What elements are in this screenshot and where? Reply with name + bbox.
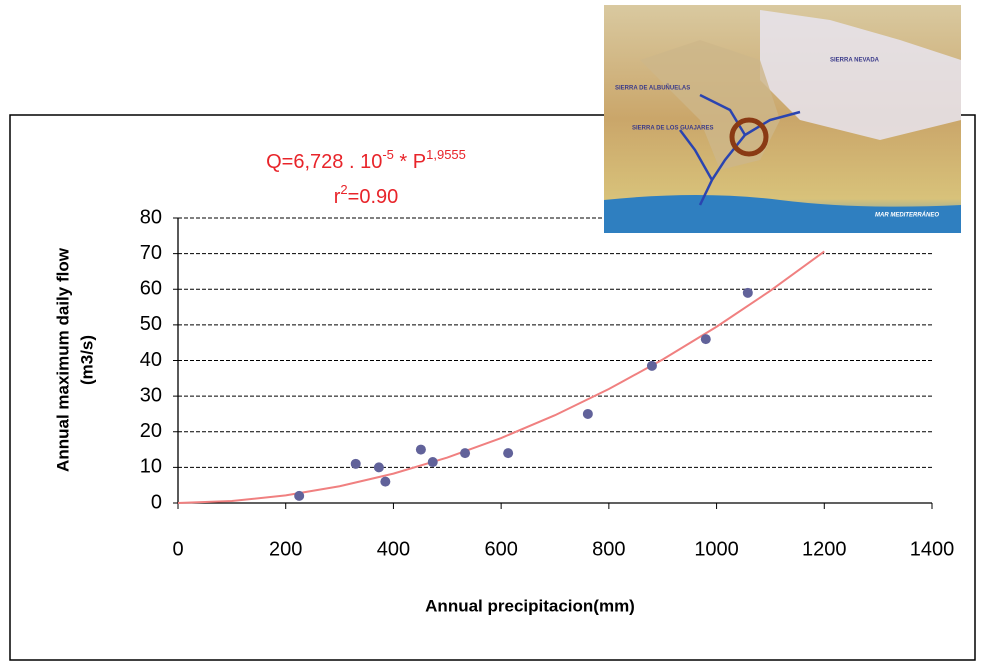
x-tick-label: 200: [269, 538, 302, 560]
y-axis-title: Annual maximum daily flow: [53, 247, 72, 472]
data-point: [701, 334, 711, 344]
x-tick-label: 0: [172, 538, 183, 560]
y-tick-label: 70: [140, 242, 162, 264]
map-inset: SIERRA NEVADA SIERRA DE ALBUÑUELAS SIERR…: [604, 5, 961, 233]
data-point: [428, 457, 438, 467]
chart: Q=6,728 . 10-5 * P1,9555 r2=0.90 Annual …: [0, 0, 986, 661]
x-tick-label: 400: [377, 538, 410, 560]
y-tick-label: 0: [151, 491, 162, 513]
x-tick-label: 800: [592, 538, 625, 560]
data-point: [460, 448, 470, 458]
r-squared: r2=0.90: [334, 182, 399, 208]
data-point: [743, 288, 753, 298]
data-point: [374, 462, 384, 472]
data-point: [351, 459, 361, 469]
data-point: [380, 477, 390, 487]
superscript: -5: [382, 147, 394, 162]
y-axis-title: (m3/s): [77, 335, 96, 385]
y-tick-label: 80: [140, 206, 162, 228]
text-part: Q=6,728 . 10: [266, 151, 382, 173]
x-tick-label: 1000: [694, 538, 739, 560]
y-tick-label: 20: [140, 420, 162, 442]
x-axis-title: Annual precipitacion(mm): [425, 596, 635, 615]
equation: Q=6,728 . 10-5 * P1,9555: [266, 147, 466, 173]
map-label: SIERRA DE ALBUÑUELAS: [615, 85, 690, 92]
data-point: [503, 448, 513, 458]
x-tick-label: 1200: [802, 538, 847, 560]
y-tick-label: 30: [140, 384, 162, 406]
y-tick-label: 60: [140, 278, 162, 300]
data-point: [294, 491, 304, 501]
text-part: =0.90: [348, 186, 399, 208]
superscript: 1,9555: [426, 147, 466, 162]
map-label: SIERRA NEVADA: [830, 58, 880, 64]
y-tick-label: 10: [140, 456, 162, 478]
y-tick-label: 50: [140, 313, 162, 335]
y-tick-label: 40: [140, 349, 162, 371]
data-point: [583, 409, 593, 419]
x-tick-label: 1400: [910, 538, 955, 560]
text-part: * P: [394, 151, 426, 173]
superscript: 2: [340, 182, 347, 197]
map-label: MAR MEDITERRÁNEO: [875, 212, 939, 219]
data-point: [647, 361, 657, 371]
x-tick-label: 600: [484, 538, 517, 560]
map-label: SIERRA DE LOS GUAJARES: [632, 126, 713, 132]
data-point: [416, 445, 426, 455]
